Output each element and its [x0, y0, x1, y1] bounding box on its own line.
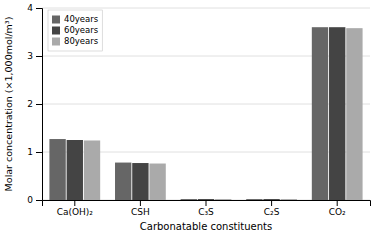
- tick-label: CO₂: [329, 207, 346, 217]
- tick-mark: [337, 200, 338, 206]
- tick-mark: [206, 200, 207, 206]
- tick-mark: [271, 200, 272, 206]
- legend-label: 40years: [64, 14, 99, 24]
- tick: CSH: [131, 200, 150, 217]
- axis-domain: [43, 201, 371, 207]
- bar: [281, 199, 297, 200]
- tick-mark: [74, 200, 75, 206]
- tick-label: CSH: [131, 207, 150, 217]
- y-axis-title: Molar concentration (×1,000mol/m³): [3, 17, 14, 192]
- x-axis: Ca(OH)₂ CSH C₃S C₂S CO₂: [43, 200, 371, 217]
- tick-label: C₃S: [198, 207, 214, 217]
- legend-item: 80years: [52, 36, 99, 46]
- tick: Ca(OH)₂: [57, 200, 94, 217]
- bar: [49, 139, 65, 200]
- plot: 0 1 2 3 4 Ca(OH)₂ CSH C₃S C₂S CO₂ Carbonatable con…: [3, 3, 371, 232]
- legend-swatch: [52, 16, 60, 24]
- bar-series: [49, 27, 328, 200]
- bar-series: [84, 28, 363, 200]
- tick: C₂S: [264, 200, 280, 217]
- chart: 0 1 2 3 4 Ca(OH)₂ CSH C₃S C₂S CO₂ Carbonatable con…: [0, 0, 378, 234]
- legend-box: [48, 10, 102, 51]
- bar: [115, 163, 131, 200]
- grid-line: [42, 8, 370, 9]
- bar: [67, 140, 83, 200]
- bar: [329, 27, 345, 200]
- tick: 2: [27, 99, 42, 109]
- legend: 40years60years80years: [48, 10, 102, 51]
- tick-label: Ca(OH)₂: [57, 207, 94, 217]
- legend-item: 60years: [52, 25, 99, 35]
- legend-label: 60years: [64, 25, 99, 35]
- tick: CO₂: [329, 200, 346, 217]
- legend-swatch: [52, 27, 60, 35]
- bar: [149, 164, 165, 200]
- tick-label: 3: [27, 51, 33, 61]
- bar-series: [67, 27, 346, 200]
- bar: [263, 199, 279, 200]
- tick-label: 1: [27, 147, 33, 157]
- legend-swatch: [52, 38, 60, 46]
- tick-mark: [36, 152, 42, 153]
- tick-label: 4: [27, 3, 33, 13]
- bar: [181, 199, 197, 200]
- tick-mark: [36, 200, 42, 201]
- tick-mark: [140, 200, 141, 206]
- y-axis: 0 1 2 3 4: [27, 3, 42, 205]
- legend-label: 80years: [64, 36, 99, 46]
- bar: [346, 28, 362, 200]
- tick: 3: [27, 51, 42, 61]
- bar: [246, 199, 262, 200]
- legend-item: 40years: [52, 14, 99, 24]
- tick-mark: [36, 56, 42, 57]
- bar: [198, 199, 214, 200]
- bar: [84, 140, 100, 200]
- tick-mark: [36, 8, 42, 9]
- tick-label: C₂S: [264, 207, 280, 217]
- axis-domain: [36, 9, 43, 201]
- tick-label: 2: [27, 99, 33, 109]
- bars: [49, 27, 362, 200]
- tick-label: 0: [27, 195, 33, 205]
- x-axis-title: Carbonatable constituents: [140, 221, 272, 232]
- tick: 0: [27, 195, 42, 205]
- bar: [132, 163, 148, 200]
- grid: [42, 8, 370, 200]
- tick: 4: [27, 3, 42, 13]
- tick: 1: [27, 147, 42, 157]
- tick-mark: [36, 104, 42, 105]
- bar: [215, 199, 231, 200]
- bar: [312, 27, 328, 200]
- tick: C₃S: [198, 200, 214, 217]
